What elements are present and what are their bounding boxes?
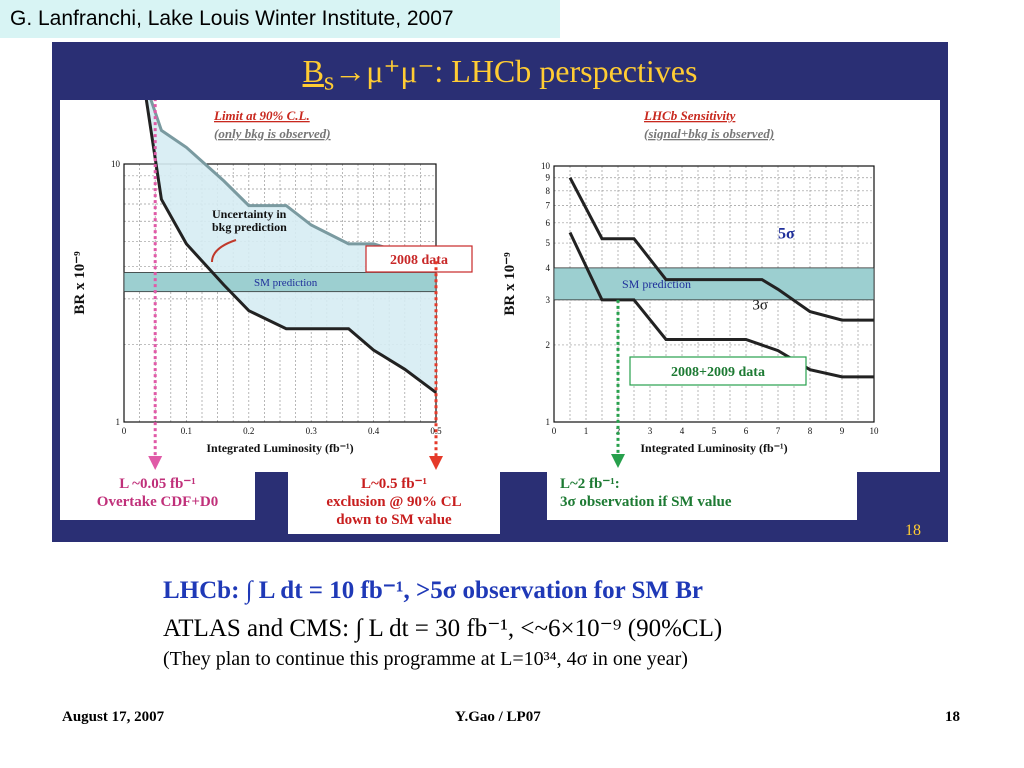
info-box-overtake-line1: L ~0.05 fb⁻¹ [119, 476, 196, 492]
right-chart-y-tick-label: 5 [546, 238, 551, 248]
right-chart-y-tick-label: 8 [546, 186, 551, 196]
info-box-exclusion-line2: exclusion @ 90% CL [326, 494, 462, 510]
slide-panel: Bs→μ⁺μ⁻: LHCb perspectives 0 0.1 0.2 0.3 0.4… [52, 42, 948, 542]
charts-svg: 00.10.20.30.40.5110Integrated Luminosity… [72, 100, 880, 470]
left-chart-uncertainty-region [146, 100, 436, 393]
left-chart-x-axis-label: Integrated Luminosity (fb⁻¹) [206, 441, 353, 455]
left-chart-annotation-line2: bkg prediction [212, 220, 287, 234]
right-chart-x-axis-label: Integrated Luminosity (fb⁻¹) [640, 441, 787, 455]
right-chart-3sigma-curve [568, 231, 874, 379]
right-chart-3sigma-label: 3σ [752, 298, 768, 314]
info-box-overtake-line2: Overtake CDF+D0 [96, 494, 219, 510]
left-chart-x-tick-label: 0.2 [243, 426, 254, 436]
right-chart-x-tick-label: 1 [584, 426, 589, 436]
left-chart-annotation-line1: Uncertainty in [212, 207, 287, 221]
right-chart-y-tick-label: 9 [546, 173, 551, 183]
left-chart-lower-curve [144, 100, 437, 394]
footer-page: 18 [945, 709, 960, 725]
summary-plans: (They plan to continue this programme at… [163, 648, 688, 670]
left-chart-y-tick-label: 10 [111, 159, 121, 169]
left-chart-title: Limit at 90% C.L. [213, 108, 310, 123]
info-box-exclusion: L~0.5 fb⁻¹ exclusion @ 90% CL down to SM… [288, 470, 500, 534]
right-chart-x-tick-label: 7 [776, 426, 781, 436]
right-chart-5sigma-label: 5σ [778, 226, 795, 243]
info-box-observation: L~2 fb⁻¹: 3σ observation if SM value [547, 470, 857, 520]
right-chart-y-tick-label: 2 [546, 340, 551, 350]
left-chart-subtitle: (only bkg is observed) [214, 126, 331, 141]
right-chart-x-tick-label: 9 [840, 426, 845, 436]
left-chart-red-arrow-head [429, 456, 443, 470]
right-chart-x-tick-label: 10 [870, 426, 880, 436]
right-chart-y-tick-label: 3 [546, 295, 551, 305]
left-chart-x-tick-label: 0.3 [306, 426, 318, 436]
footer-author: Y.Gao / LP07 [455, 709, 541, 725]
left-chart-y-axis-label: BR x 10⁻⁹ [72, 251, 88, 315]
left-chart-annotation-arrow [211, 239, 237, 263]
summary-lhcb: LHCb: ∫ L dt = 10 fb⁻¹, >5σ observation … [163, 577, 704, 604]
right-chart-x-tick-label: 5 [712, 426, 717, 436]
slide-content: 00.10.20.30.40.5110Integrated Luminosity… [60, 100, 940, 472]
right-chart-sm-band [553, 267, 875, 301]
summary-atlas-cms: ATLAS and CMS: ∫ L dt = 30 fb⁻¹, <~6×10⁻… [163, 615, 723, 642]
left-chart-callout-box [365, 245, 473, 273]
slide-title: Bs→μ⁺μ⁻: LHCb perspectives [302, 53, 698, 96]
right-chart-x-tick-label: 3 [648, 426, 653, 436]
right-chart-y-tick-label: 10 [541, 161, 551, 171]
right-chart-subtitle: (signal+bkg is observed) [644, 126, 774, 141]
left-chart-y-tick-label: 1 [116, 417, 121, 427]
footer-date: August 17, 2007 [62, 709, 165, 725]
right-chart-title: LHCb Sensitivity [643, 108, 736, 123]
right-chart-x-tick-label: 4 [680, 426, 685, 436]
right-chart-x-tick-label: 2 [616, 426, 621, 436]
left-chart-x-tick-label: 0 [122, 426, 127, 436]
left-chart-callout-label: 2008 data [390, 253, 448, 268]
info-box-exclusion-line1: L~0.5 fb⁻¹ [360, 476, 428, 492]
right-chart-5sigma-curve [568, 177, 874, 322]
right-chart-green-arrow-head [611, 454, 625, 468]
slide-page-number: 18 [905, 522, 921, 539]
info-box-exclusion-line3: down to SM value [336, 512, 452, 528]
left-chart-x-tick-label: 0.1 [181, 426, 192, 436]
info-box-overtake: L ~0.05 fb⁻¹ Overtake CDF+D0 [60, 470, 255, 520]
right-chart-y-tick-label: 1 [546, 417, 551, 427]
right-chart-y-tick-label: 6 [546, 218, 551, 228]
info-box-observation-line1: L~2 fb⁻¹: [560, 476, 620, 492]
left-chart-x-tick-label: 0.4 [368, 426, 380, 436]
right-chart-y-tick-label: 4 [546, 263, 551, 273]
right-chart-callout-box [629, 356, 807, 386]
left-chart-sm-band-label: SM prediction [254, 277, 318, 289]
right-chart-y-tick-label: 7 [546, 201, 551, 211]
left-chart-pink-arrow-head [148, 456, 163, 470]
right-chart-y-axis-label: BR x 10⁻⁹ [502, 252, 518, 316]
right-chart-x-tick-label: 6 [744, 426, 749, 436]
info-box-observation-line2: 3σ observation if SM value [560, 494, 732, 510]
right-chart-x-tick-label: 0 [552, 426, 557, 436]
right-chart-callout-label: 2008+2009 data [671, 365, 765, 380]
header-banner: G. Lanfranchi, Lake Louis Winter Institu… [0, 0, 560, 38]
right-chart-x-tick-label: 8 [808, 426, 813, 436]
